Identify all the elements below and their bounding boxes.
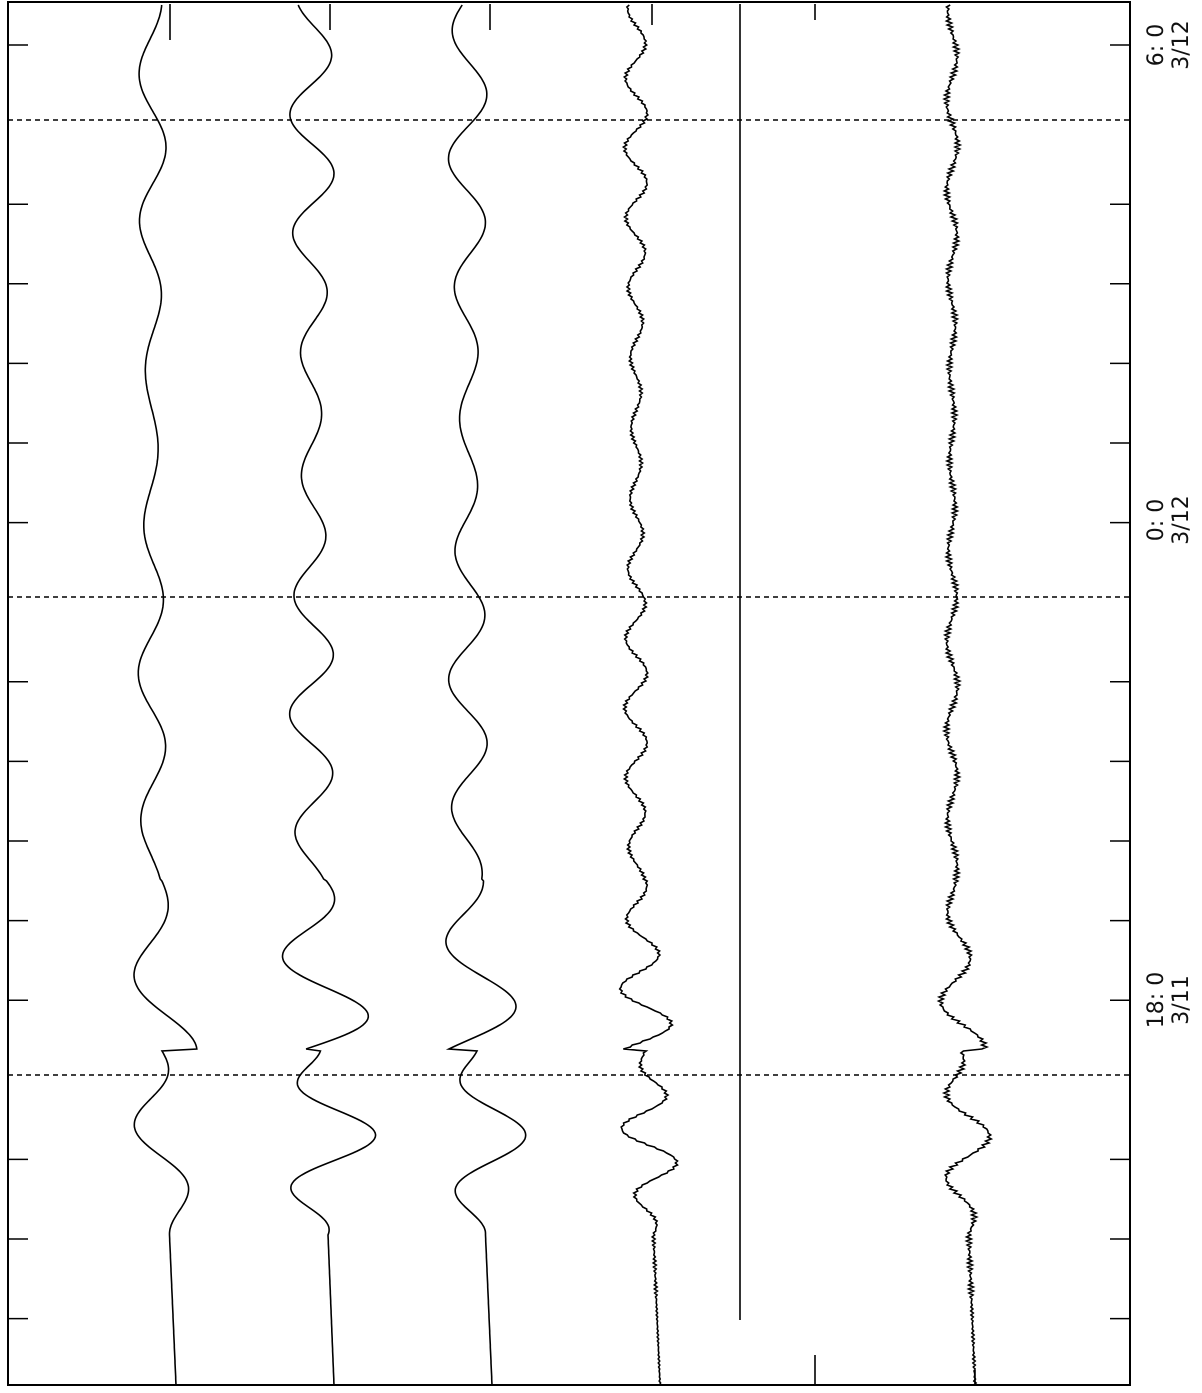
- time-label: 6: 0: [1144, 24, 1169, 66]
- trace: [618, 4, 679, 1386]
- date-label: 3/11: [1169, 975, 1194, 1024]
- trace: [281, 4, 377, 1386]
- time-label: 18: 0: [1144, 972, 1169, 1028]
- time-label: 0: 0: [1144, 499, 1169, 541]
- trace: [936, 4, 994, 1386]
- date-label: 3/12: [1169, 20, 1194, 69]
- hour-lines: [8, 119, 1130, 1076]
- ticks: [8, 44, 1130, 1320]
- frame: [7, 1, 1131, 1386]
- traces: [133, 4, 994, 1386]
- date-label: 3/12: [1169, 495, 1194, 544]
- trace: [445, 4, 527, 1386]
- trace: [133, 4, 198, 1386]
